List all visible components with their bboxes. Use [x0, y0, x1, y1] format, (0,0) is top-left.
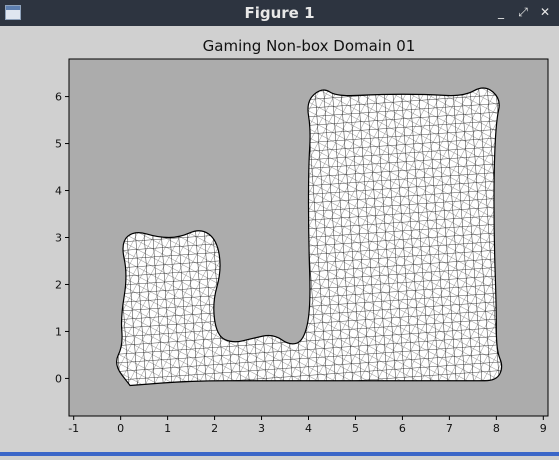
chart-title: Gaming Non-box Domain 01 — [203, 37, 416, 55]
x-tick-label: 9 — [540, 422, 547, 435]
mesh-plot: Gaming Non-box Domain 01 -1 0 1 2 3 4 5 6 7 8 9 0 1… — [0, 26, 559, 456]
y-tick-label: 2 — [55, 278, 62, 291]
x-tick-label: -1 — [68, 422, 79, 435]
y-tick-label: 4 — [55, 185, 62, 198]
y-axis-ticks: 0 1 2 3 4 5 6 — [55, 91, 69, 386]
app-window-icon — [5, 5, 21, 20]
y-tick-label: 5 — [55, 138, 62, 151]
window-title: Figure 1 — [244, 4, 314, 22]
x-tick-label: 1 — [164, 422, 171, 435]
x-tick-label: 7 — [446, 422, 453, 435]
x-tick-label: 3 — [258, 422, 265, 435]
y-tick-label: 6 — [55, 91, 62, 104]
minimize-button[interactable]: _ — [493, 4, 509, 20]
maximize-button[interactable]: ⤢ — [515, 4, 531, 20]
x-tick-label: 4 — [305, 422, 312, 435]
x-axis-ticks: -1 0 1 2 3 4 5 6 7 8 9 — [68, 416, 547, 435]
taskbar-strip — [0, 452, 559, 456]
x-tick-label: 8 — [493, 422, 500, 435]
close-button[interactable]: ✕ — [537, 4, 553, 20]
x-tick-label: 2 — [211, 422, 218, 435]
window-titlebar: Figure 1 _ ⤢ ✕ — [0, 0, 559, 26]
x-tick-label: 6 — [399, 422, 406, 435]
y-tick-label: 1 — [55, 325, 62, 338]
x-tick-label: 0 — [117, 422, 124, 435]
y-tick-label: 3 — [55, 232, 62, 245]
window-controls: _ ⤢ ✕ — [493, 4, 553, 20]
figure-canvas: Gaming Non-box Domain 01 -1 0 1 2 3 4 5 6 7 8 9 0 1… — [0, 26, 559, 456]
x-tick-label: 5 — [352, 422, 359, 435]
y-tick-label: 0 — [55, 372, 62, 385]
